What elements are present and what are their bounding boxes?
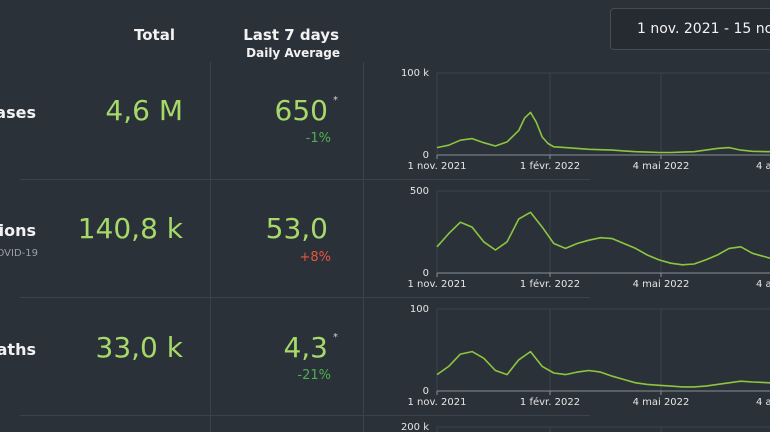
total-column-header: Total bbox=[134, 26, 175, 44]
total-value-admissions: 140,8 k bbox=[77, 212, 183, 245]
date-range-text: 1 nov. 2021 - 15 nov bbox=[637, 21, 770, 37]
column-divider bbox=[363, 62, 364, 432]
series-line bbox=[436, 211, 770, 266]
x-tick-label: 1 févr. 2022 bbox=[520, 396, 580, 408]
avg-value-deaths: 4,3 bbox=[283, 331, 328, 364]
x-tick-label: 1 févr. 2022 bbox=[520, 278, 580, 290]
total-value-deaths: 33,0 k bbox=[95, 331, 183, 364]
avg-value-cases: 650 bbox=[274, 94, 328, 127]
y-tick-label: 0 bbox=[423, 150, 429, 161]
y-tick-label: 200 k bbox=[401, 422, 429, 432]
x-tick-label: 4 août bbox=[756, 160, 770, 172]
y-tick-label: 100 k bbox=[401, 68, 429, 79]
last7-column-header: Last 7 days bbox=[243, 26, 339, 44]
row-label-cases: Cases bbox=[0, 103, 36, 122]
change-cases: -1% bbox=[305, 131, 331, 146]
x-tick-label: 4 mai 2022 bbox=[633, 161, 690, 172]
y-tick-label: 500 bbox=[410, 186, 429, 197]
admissions-chart[interactable]: 500 01 nov. 2021 1 févr. 2022 4 mai 2022 4 a… bbox=[400, 180, 770, 298]
change-deaths: -21% bbox=[297, 368, 331, 383]
avg-value-admissions: 53,0 bbox=[265, 212, 328, 245]
x-tick-label: 4 mai 2022 bbox=[633, 279, 690, 290]
x-tick-label: 4 août bbox=[756, 396, 770, 408]
series-line bbox=[436, 111, 770, 154]
x-tick-label: 1 nov. 2021 bbox=[408, 397, 467, 408]
row-divider bbox=[20, 179, 590, 180]
y-tick-label: 0 bbox=[423, 268, 429, 279]
y-tick-label: 0 bbox=[423, 386, 429, 397]
row-label-admissions: sions bbox=[0, 221, 36, 240]
row-divider bbox=[20, 415, 590, 416]
row-divider bbox=[20, 297, 590, 298]
fourth-chart[interactable]: 200 k bbox=[400, 416, 770, 432]
change-admissions: +8% bbox=[299, 250, 331, 265]
footnote-star: * bbox=[333, 95, 338, 106]
last7-subheader: Daily Average bbox=[246, 46, 340, 60]
x-tick-label: 1 nov. 2021 bbox=[408, 279, 467, 290]
column-divider bbox=[210, 62, 211, 432]
row-label-deaths: eaths bbox=[0, 340, 36, 359]
footnote-star: * bbox=[333, 332, 338, 343]
x-tick-label: 4 mai 2022 bbox=[633, 397, 690, 408]
total-value-cases: 4,6 M bbox=[105, 94, 183, 127]
row-sublabel-admissions: OVID-19 bbox=[0, 248, 38, 259]
date-range-picker[interactable]: 1 nov. 2021 - 15 nov bbox=[610, 8, 770, 50]
x-tick-label: 1 févr. 2022 bbox=[520, 160, 580, 172]
y-tick-label: 100 bbox=[410, 304, 429, 315]
x-tick-label: 4 août bbox=[756, 278, 770, 290]
cases-chart[interactable]: 100 k 01 nov. 2021 1 févr. 2022 4 mai 2022 4… bbox=[400, 62, 770, 180]
deaths-chart[interactable]: 100 01 nov. 2021 1 févr. 2022 4 mai 2022 4 a… bbox=[400, 298, 770, 416]
x-tick-label: 1 nov. 2021 bbox=[408, 161, 467, 172]
series-line bbox=[436, 350, 770, 388]
